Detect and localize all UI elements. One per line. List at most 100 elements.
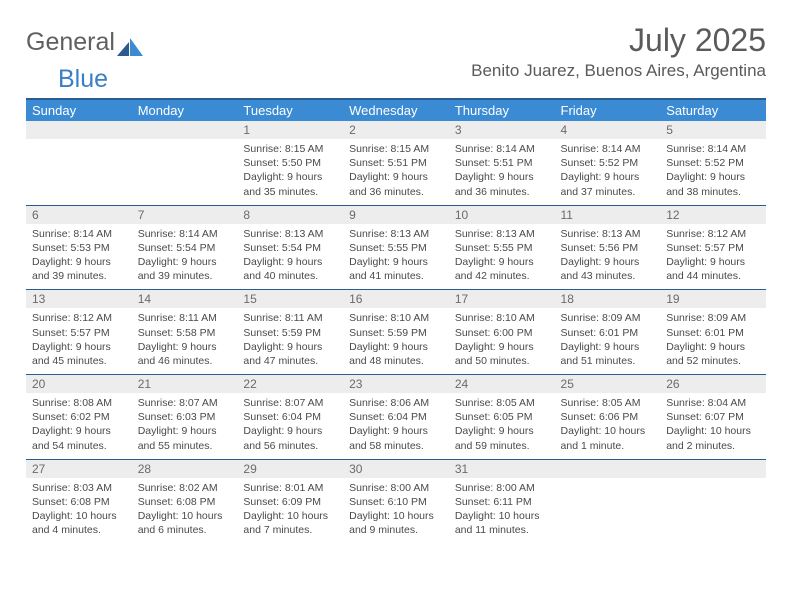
day-number: 25 — [555, 375, 661, 394]
sunrise-text: Sunrise: 8:02 AM — [138, 481, 232, 495]
sunrise-text: Sunrise: 8:05 AM — [561, 396, 655, 410]
daylight-text: Daylight: 9 hours and 56 minutes. — [243, 424, 337, 452]
day-cell: Sunrise: 8:13 AMSunset: 5:56 PMDaylight:… — [555, 224, 661, 290]
sunset-text: Sunset: 5:52 PM — [561, 156, 655, 170]
daylight-text: Daylight: 9 hours and 41 minutes. — [349, 255, 443, 283]
daylight-text: Daylight: 10 hours and 1 minute. — [561, 424, 655, 452]
daylight-text: Daylight: 9 hours and 43 minutes. — [561, 255, 655, 283]
sunset-text: Sunset: 6:07 PM — [666, 410, 760, 424]
day-cell: Sunrise: 8:14 AMSunset: 5:54 PMDaylight:… — [132, 224, 238, 290]
logo: General — [26, 22, 143, 57]
sunset-text: Sunset: 6:08 PM — [32, 495, 126, 509]
weekday-header: Saturday — [660, 99, 766, 121]
daylight-text: Daylight: 9 hours and 39 minutes. — [32, 255, 126, 283]
daylight-text: Daylight: 9 hours and 48 minutes. — [349, 340, 443, 368]
sunrise-text: Sunrise: 8:09 AM — [561, 311, 655, 325]
sunset-text: Sunset: 6:06 PM — [561, 410, 655, 424]
day-cell: Sunrise: 8:09 AMSunset: 6:01 PMDaylight:… — [660, 308, 766, 374]
sunset-text: Sunset: 6:05 PM — [455, 410, 549, 424]
sunset-text: Sunset: 6:09 PM — [243, 495, 337, 509]
daylight-text: Daylight: 9 hours and 59 minutes. — [455, 424, 549, 452]
sunset-text: Sunset: 6:01 PM — [561, 326, 655, 340]
day-number: 4 — [555, 121, 661, 139]
day-cell: Sunrise: 8:07 AMSunset: 6:03 PMDaylight:… — [132, 393, 238, 459]
day-number — [660, 459, 766, 478]
daylight-text: Daylight: 9 hours and 42 minutes. — [455, 255, 549, 283]
day-cell: Sunrise: 8:13 AMSunset: 5:54 PMDaylight:… — [237, 224, 343, 290]
day-cell — [660, 478, 766, 544]
sunrise-text: Sunrise: 8:13 AM — [455, 227, 549, 241]
daylight-text: Daylight: 10 hours and 11 minutes. — [455, 509, 549, 537]
day-cell: Sunrise: 8:15 AMSunset: 5:50 PMDaylight:… — [237, 139, 343, 205]
calendar-page: General July 2025 Benito Juarez, Buenos … — [0, 0, 792, 553]
content-row: Sunrise: 8:15 AMSunset: 5:50 PMDaylight:… — [26, 139, 766, 205]
sunset-text: Sunset: 5:59 PM — [349, 326, 443, 340]
weekday-header: Thursday — [449, 99, 555, 121]
daylight-text: Daylight: 9 hours and 36 minutes. — [349, 170, 443, 198]
logo-text-blue: Blue — [58, 65, 792, 94]
day-number — [26, 121, 132, 139]
daylight-text: Daylight: 10 hours and 6 minutes. — [138, 509, 232, 537]
sunrise-text: Sunrise: 8:10 AM — [455, 311, 549, 325]
sunset-text: Sunset: 6:04 PM — [243, 410, 337, 424]
day-cell — [132, 139, 238, 205]
day-cell: Sunrise: 8:14 AMSunset: 5:52 PMDaylight:… — [660, 139, 766, 205]
day-number: 18 — [555, 290, 661, 309]
sunset-text: Sunset: 5:54 PM — [138, 241, 232, 255]
day-number: 17 — [449, 290, 555, 309]
sunrise-text: Sunrise: 8:11 AM — [243, 311, 337, 325]
sunset-text: Sunset: 6:02 PM — [32, 410, 126, 424]
day-number: 22 — [237, 375, 343, 394]
day-number: 21 — [132, 375, 238, 394]
logo-text-general: General — [26, 28, 115, 57]
sunrise-text: Sunrise: 8:14 AM — [666, 142, 760, 156]
day-number: 14 — [132, 290, 238, 309]
sunrise-text: Sunrise: 8:14 AM — [32, 227, 126, 241]
day-cell: Sunrise: 8:10 AMSunset: 5:59 PMDaylight:… — [343, 308, 449, 374]
daylight-text: Daylight: 9 hours and 46 minutes. — [138, 340, 232, 368]
sunset-text: Sunset: 5:54 PM — [243, 241, 337, 255]
day-cell: Sunrise: 8:03 AMSunset: 6:08 PMDaylight:… — [26, 478, 132, 544]
day-cell: Sunrise: 8:07 AMSunset: 6:04 PMDaylight:… — [237, 393, 343, 459]
day-cell: Sunrise: 8:15 AMSunset: 5:51 PMDaylight:… — [343, 139, 449, 205]
day-number: 5 — [660, 121, 766, 139]
day-number: 31 — [449, 459, 555, 478]
day-number: 11 — [555, 205, 661, 224]
weekday-header: Monday — [132, 99, 238, 121]
day-cell: Sunrise: 8:08 AMSunset: 6:02 PMDaylight:… — [26, 393, 132, 459]
sunset-text: Sunset: 6:08 PM — [138, 495, 232, 509]
daylight-text: Daylight: 10 hours and 9 minutes. — [349, 509, 443, 537]
day-cell: Sunrise: 8:13 AMSunset: 5:55 PMDaylight:… — [449, 224, 555, 290]
sunset-text: Sunset: 5:50 PM — [243, 156, 337, 170]
daynum-row: 20212223242526 — [26, 375, 766, 394]
sunset-text: Sunset: 5:51 PM — [349, 156, 443, 170]
daylight-text: Daylight: 9 hours and 58 minutes. — [349, 424, 443, 452]
daynum-row: 12345 — [26, 121, 766, 139]
day-number: 15 — [237, 290, 343, 309]
day-cell: Sunrise: 8:14 AMSunset: 5:53 PMDaylight:… — [26, 224, 132, 290]
sunrise-text: Sunrise: 8:01 AM — [243, 481, 337, 495]
calendar-body: 12345Sunrise: 8:15 AMSunset: 5:50 PMDayl… — [26, 121, 766, 543]
day-cell: Sunrise: 8:04 AMSunset: 6:07 PMDaylight:… — [660, 393, 766, 459]
sunset-text: Sunset: 6:04 PM — [349, 410, 443, 424]
day-number: 29 — [237, 459, 343, 478]
sunrise-text: Sunrise: 8:14 AM — [138, 227, 232, 241]
day-cell: Sunrise: 8:13 AMSunset: 5:55 PMDaylight:… — [343, 224, 449, 290]
daylight-text: Daylight: 9 hours and 52 minutes. — [666, 340, 760, 368]
daylight-text: Daylight: 10 hours and 2 minutes. — [666, 424, 760, 452]
sunrise-text: Sunrise: 8:12 AM — [666, 227, 760, 241]
logo-sail-icon — [117, 34, 143, 52]
day-number: 7 — [132, 205, 238, 224]
day-number: 20 — [26, 375, 132, 394]
day-cell: Sunrise: 8:14 AMSunset: 5:52 PMDaylight:… — [555, 139, 661, 205]
day-cell: Sunrise: 8:11 AMSunset: 5:59 PMDaylight:… — [237, 308, 343, 374]
day-cell: Sunrise: 8:01 AMSunset: 6:09 PMDaylight:… — [237, 478, 343, 544]
sunrise-text: Sunrise: 8:06 AM — [349, 396, 443, 410]
sunrise-text: Sunrise: 8:04 AM — [666, 396, 760, 410]
sunset-text: Sunset: 5:53 PM — [32, 241, 126, 255]
sunset-text: Sunset: 5:51 PM — [455, 156, 549, 170]
sunrise-text: Sunrise: 8:07 AM — [138, 396, 232, 410]
day-cell: Sunrise: 8:11 AMSunset: 5:58 PMDaylight:… — [132, 308, 238, 374]
day-number: 2 — [343, 121, 449, 139]
day-cell: Sunrise: 8:00 AMSunset: 6:10 PMDaylight:… — [343, 478, 449, 544]
